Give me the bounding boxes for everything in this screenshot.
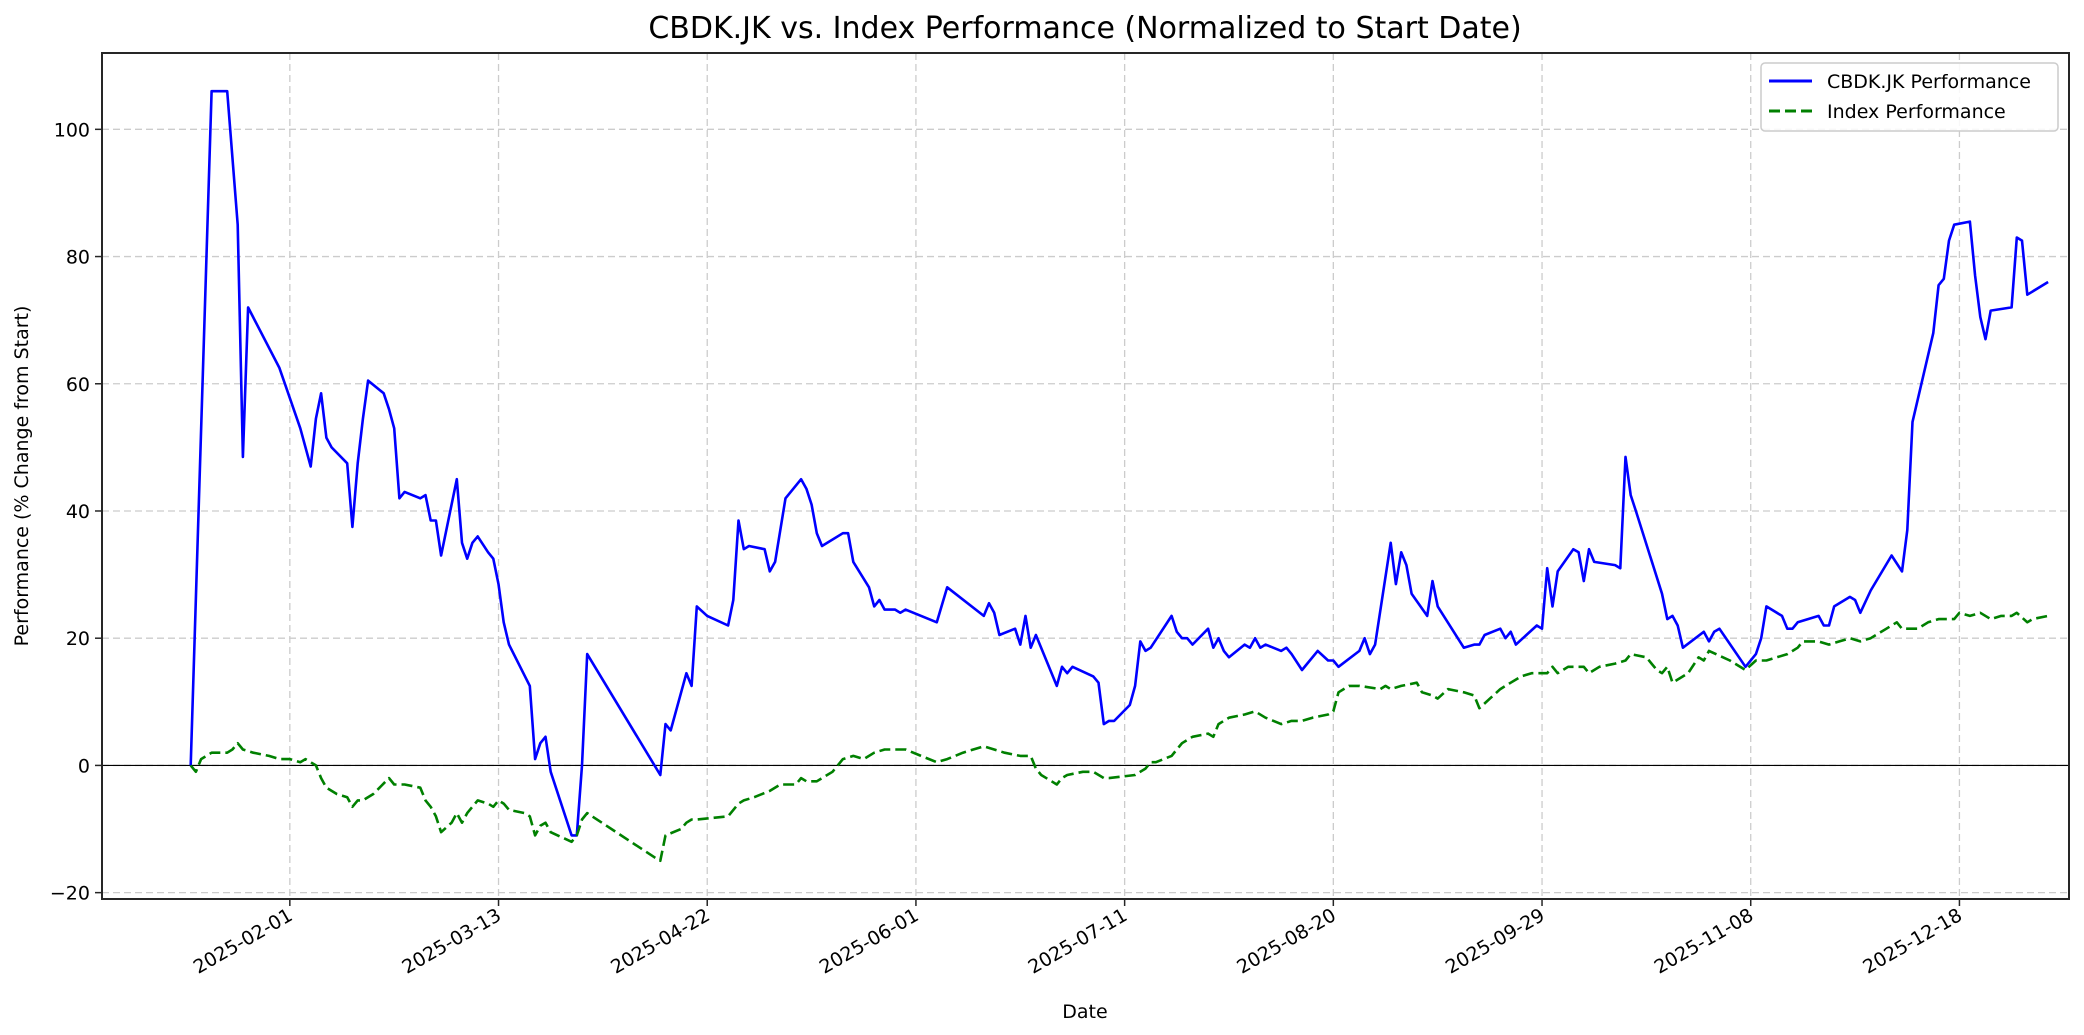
y-axis-label: Performance (% Change from Start) (11, 306, 33, 647)
legend-box (1760, 62, 2059, 132)
x-tick-label: 2025-07-11 (1025, 904, 1132, 978)
x-tick-label: 2025-02-01 (190, 904, 297, 978)
y-tick-label: 0 (78, 755, 90, 777)
x-tick-label: 2025-06-01 (816, 904, 923, 978)
x-axis-ticks: 2025-02-01 2025-03-13 2025-04-22 2025-06-01… (190, 899, 1966, 979)
y-tick-label: 20 (66, 628, 90, 650)
y-tick-label: 60 (66, 374, 90, 396)
legend: CBDK.JK Performance Index Performance (1760, 62, 2059, 132)
x-tick-label: 2025-04-22 (607, 904, 714, 978)
x-axis-label: Date (1062, 1001, 1107, 1023)
x-tick-label: 2025-11-08 (1651, 904, 1758, 978)
legend-item-stock: CBDK.JK Performance (1827, 71, 2031, 93)
chart-title: CBDK.JK vs. Index Performance (Normalize… (648, 11, 1521, 46)
y-tick-label: 100 (54, 119, 90, 141)
y-tick-label: 80 (66, 247, 90, 269)
y-axis-ticks: −20 0 20 40 60 80 100 (50, 119, 102, 905)
y-tick-label: −20 (50, 883, 90, 905)
x-tick-label: 2025-09-29 (1442, 904, 1549, 978)
stock-performance-line (189, 89, 2049, 837)
axes-frame (101, 52, 2070, 900)
series-layer (189, 89, 2049, 863)
x-tick-label: 2025-12-18 (1859, 904, 1966, 978)
index-performance-line (189, 611, 2049, 863)
x-tick-label: 2025-08-20 (1233, 904, 1340, 978)
y-tick-label: 40 (66, 501, 90, 523)
x-tick-label: 2025-03-13 (398, 904, 505, 978)
legend-item-index: Index Performance (1827, 101, 2006, 123)
